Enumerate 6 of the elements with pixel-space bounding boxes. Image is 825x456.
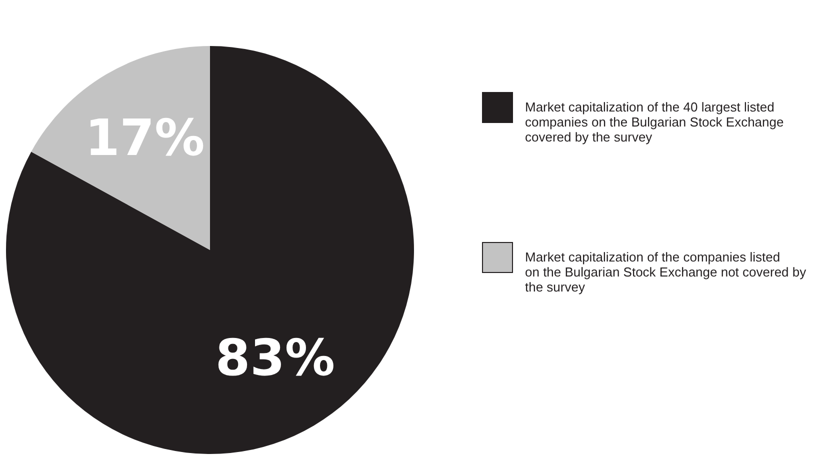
legend-label: Market capitalization of the companies listed on the Bulgarian Stock Exchange not covered by the survey xyxy=(525,250,807,294)
pie-slice xyxy=(31,46,210,250)
data-label: 83% xyxy=(215,329,335,388)
data-label: 17% xyxy=(85,108,205,167)
legend-label: Market capitalization of the 40 largest listed companies on the Bulgarian Stock Exchange covered by the survey xyxy=(525,100,784,144)
pie-slice xyxy=(6,46,414,454)
